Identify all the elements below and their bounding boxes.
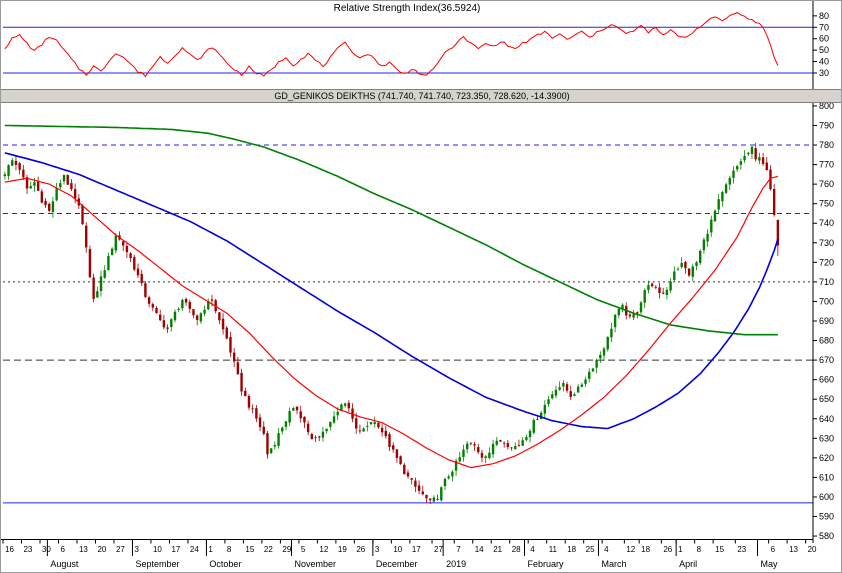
svg-text:1: 1 <box>678 545 683 554</box>
svg-text:30: 30 <box>42 545 51 554</box>
svg-text:14: 14 <box>475 545 484 554</box>
price-panel-title: GD_GENIKOS DEIKTHS (741.740, 741.740, 72… <box>274 91 570 101</box>
svg-text:2019: 2019 <box>446 559 466 569</box>
svg-text:610: 610 <box>819 472 834 482</box>
svg-text:590: 590 <box>819 512 834 522</box>
svg-text:8: 8 <box>697 545 702 554</box>
svg-text:11: 11 <box>549 545 558 554</box>
svg-text:600: 600 <box>819 492 834 502</box>
svg-text:720: 720 <box>819 257 834 267</box>
svg-text:670: 670 <box>819 355 834 365</box>
svg-text:6: 6 <box>771 545 776 554</box>
svg-text:27: 27 <box>116 545 125 554</box>
svg-text:25: 25 <box>586 545 595 554</box>
candlestick-series <box>3 142 780 505</box>
svg-text:5: 5 <box>301 545 306 554</box>
svg-text:10: 10 <box>153 545 162 554</box>
svg-text:60: 60 <box>819 34 829 44</box>
svg-text:30: 30 <box>819 68 829 78</box>
price-y-axis-labels: 800 790 780 770 760 750 740 730 720 710 700 690 680 6… <box>813 103 834 539</box>
x-axis-week-labels: 16 23 30 6 13 20 27 3 10 17 24 1 8 15 22 29 5 12 19 26 3 10 17… <box>2 540 817 554</box>
svg-text:19: 19 <box>338 545 347 554</box>
svg-text:750: 750 <box>819 199 834 209</box>
svg-text:760: 760 <box>819 179 834 189</box>
svg-text:15: 15 <box>245 545 254 554</box>
svg-text:12: 12 <box>626 545 635 554</box>
svg-text:23: 23 <box>23 545 32 554</box>
svg-text:October: October <box>209 559 241 569</box>
svg-text:22: 22 <box>264 545 273 554</box>
price-title-band: GD_GENIKOS DEIKTHS (741.740, 741.740, 72… <box>1 89 841 103</box>
svg-text:650: 650 <box>819 394 834 404</box>
svg-text:15: 15 <box>715 545 724 554</box>
svg-text:710: 710 <box>819 277 834 287</box>
svg-text:17: 17 <box>412 545 421 554</box>
price-level-lines <box>3 144 813 504</box>
svg-text:29: 29 <box>282 545 291 554</box>
svg-text:February: February <box>528 559 565 569</box>
ma-line-long-ma <box>4 124 778 336</box>
svg-text:18: 18 <box>641 545 650 554</box>
svg-text:23: 23 <box>737 545 746 554</box>
svg-text:660: 660 <box>819 375 834 385</box>
svg-text:620: 620 <box>819 453 834 463</box>
svg-text:680: 680 <box>819 336 834 346</box>
svg-text:September: September <box>135 559 179 569</box>
svg-text:13: 13 <box>79 545 88 554</box>
svg-text:10: 10 <box>393 545 402 554</box>
svg-text:17: 17 <box>171 545 180 554</box>
svg-text:580: 580 <box>819 531 834 539</box>
svg-text:7: 7 <box>456 545 461 554</box>
svg-text:700: 700 <box>819 296 834 306</box>
svg-text:March: March <box>601 559 626 569</box>
price-plot[interactable]: 800 790 780 770 760 750 740 730 720 710 700 690 680 6… <box>1 103 842 539</box>
svg-text:13: 13 <box>789 545 798 554</box>
svg-text:April: April <box>679 559 697 569</box>
svg-text:November: November <box>294 559 336 569</box>
svg-text:27: 27 <box>434 545 443 554</box>
x-axis-month-labels: August September October November December 20… <box>46 540 779 569</box>
svg-text:May: May <box>761 559 779 569</box>
svg-text:690: 690 <box>819 316 834 326</box>
svg-text:640: 640 <box>819 414 834 424</box>
svg-text:4: 4 <box>530 545 535 554</box>
ma-line-short-ma <box>4 175 779 469</box>
svg-text:20: 20 <box>808 545 817 554</box>
svg-text:18: 18 <box>567 545 576 554</box>
svg-text:730: 730 <box>819 238 834 248</box>
svg-text:800: 800 <box>819 103 834 111</box>
svg-text:August: August <box>50 559 79 569</box>
svg-text:1: 1 <box>208 545 213 554</box>
svg-text:20: 20 <box>97 545 106 554</box>
svg-text:790: 790 <box>819 120 834 130</box>
svg-text:3: 3 <box>134 545 139 554</box>
svg-text:16: 16 <box>5 545 14 554</box>
svg-text:80: 80 <box>819 11 829 21</box>
svg-text:770: 770 <box>819 160 834 170</box>
svg-text:6: 6 <box>60 545 65 554</box>
svg-text:26: 26 <box>663 545 672 554</box>
x-axis: 16 23 30 6 13 20 27 3 10 17 24 1 8 15 22 29 5 12 19 26 3 10 17… <box>1 539 817 569</box>
svg-text:70: 70 <box>819 22 829 32</box>
svg-text:December: December <box>376 559 418 569</box>
svg-text:630: 630 <box>819 433 834 443</box>
svg-text:26: 26 <box>356 545 365 554</box>
svg-text:24: 24 <box>190 545 199 554</box>
svg-text:740: 740 <box>819 218 834 228</box>
svg-text:28: 28 <box>512 545 521 554</box>
ma-line-mid-ma <box>4 152 779 430</box>
svg-text:21: 21 <box>493 545 502 554</box>
svg-text:3: 3 <box>375 545 380 554</box>
svg-text:50: 50 <box>819 45 829 55</box>
svg-text:4: 4 <box>604 545 609 554</box>
svg-text:12: 12 <box>319 545 328 554</box>
svg-text:40: 40 <box>819 57 829 67</box>
svg-text:8: 8 <box>227 545 232 554</box>
svg-text:780: 780 <box>819 140 834 150</box>
rsi-line <box>4 12 779 78</box>
